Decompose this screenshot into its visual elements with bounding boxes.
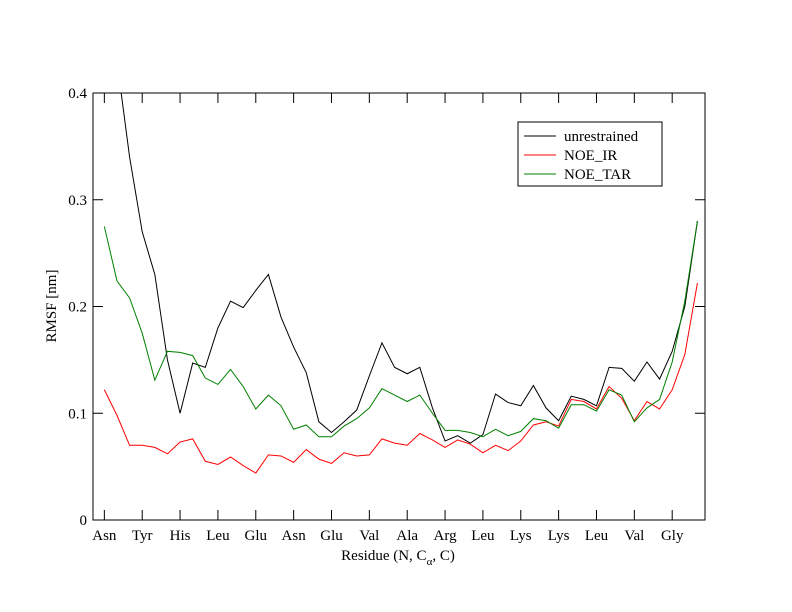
y-tick-label: 0 xyxy=(80,513,88,529)
x-tick-label: Ala xyxy=(396,528,418,544)
x-tick-label: Asn xyxy=(92,528,117,544)
x-label-subscript: α xyxy=(427,556,433,568)
legend-box xyxy=(517,121,663,187)
x-axis-label: Residue (N, Cα, C) xyxy=(341,548,455,568)
y-tick-label: 0.1 xyxy=(68,406,87,422)
y-axis-label: RMSF [nm] xyxy=(44,270,60,343)
series-line xyxy=(103,282,698,474)
x-tick-label: Val xyxy=(359,528,379,544)
series-line xyxy=(103,221,698,438)
y-tick-label: 0.2 xyxy=(68,300,87,316)
x-label-part: Residue (N, C xyxy=(341,548,426,564)
x-tick-label: Gly xyxy=(661,528,684,544)
x-tick-label: Glu xyxy=(245,528,268,544)
x-tick-label: Lys xyxy=(548,528,570,544)
x-tick-label: Leu xyxy=(471,528,495,544)
x-tick-label: Leu xyxy=(206,528,230,544)
legend-label: unrestrained xyxy=(564,129,639,145)
x-tick-label: Arg xyxy=(434,528,458,544)
legend-label: NOE_IR xyxy=(564,148,617,164)
x-tick-label: Glu xyxy=(320,528,343,544)
plot-lines xyxy=(103,93,698,474)
x-tick-label: Leu xyxy=(585,528,609,544)
y-tick-label: 0.4 xyxy=(68,86,87,102)
series-line xyxy=(120,93,698,444)
x-tick-label: Tyr xyxy=(132,528,153,544)
x-tick-label: Val xyxy=(624,528,644,544)
x-label-part: , C) xyxy=(432,548,455,564)
x-tick-label: Lys xyxy=(510,528,532,544)
x-tick-label: Asn xyxy=(282,528,307,544)
legend-label: NOE_TAR xyxy=(564,167,631,183)
x-tick-label: His xyxy=(170,528,191,544)
y-tick-label: 0.3 xyxy=(68,193,87,209)
